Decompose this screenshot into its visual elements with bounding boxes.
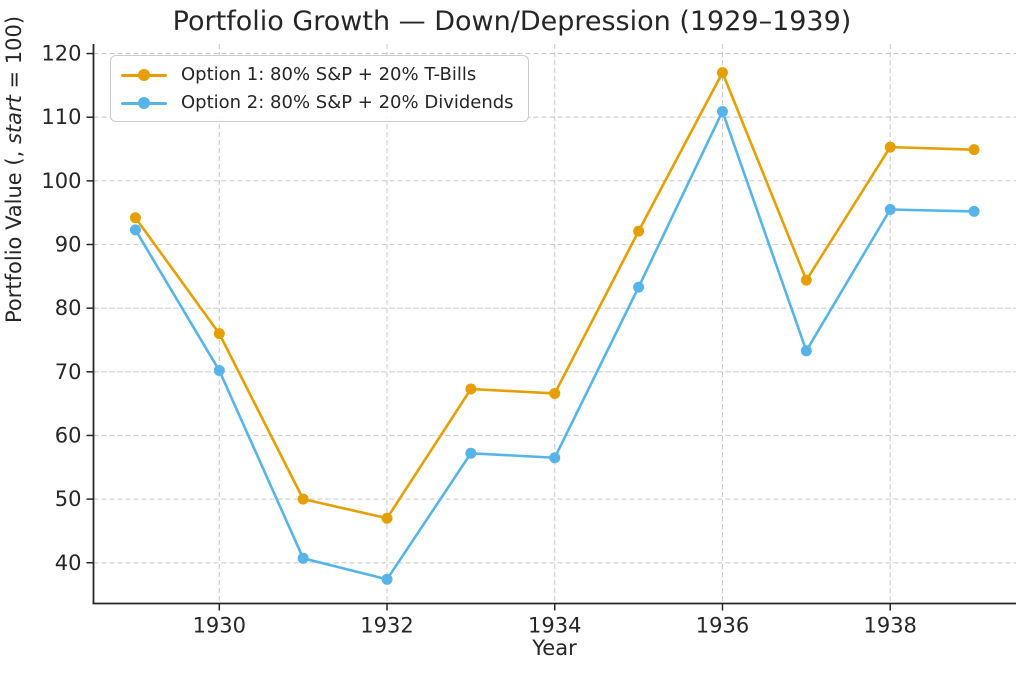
svg-text:90: 90 — [55, 233, 82, 257]
svg-text:110: 110 — [41, 105, 81, 129]
y-axis-label-prefix: Portfolio Value (, — [2, 144, 26, 323]
legend-label-option2: Option 2: 80% S&P + 20% Dividends — [181, 92, 514, 113]
svg-text:100: 100 — [41, 169, 81, 193]
svg-text:1930: 1930 — [193, 614, 246, 638]
svg-text:80: 80 — [55, 296, 82, 320]
legend: Option 1: 80% S&P + 20% T-Bills Option 2… — [110, 55, 529, 122]
legend-label-option1: Option 1: 80% S&P + 20% T-Bills — [181, 64, 477, 85]
y-axis-label-suffix: = 100) — [2, 15, 26, 96]
svg-text:50: 50 — [55, 487, 82, 511]
svg-text:120: 120 — [41, 42, 81, 66]
y-axis-label-italic: start — [2, 95, 26, 145]
svg-text:1934: 1934 — [528, 614, 581, 638]
svg-text:40: 40 — [55, 551, 82, 575]
svg-text:60: 60 — [55, 423, 82, 447]
legend-item-option1: Option 1: 80% S&P + 20% T-Bills — [121, 63, 514, 86]
line-dot-marker-icon — [121, 96, 167, 110]
chart-title: Portfolio Growth — Down/Depression (1929… — [172, 6, 852, 37]
line-dot-marker-icon — [121, 68, 167, 82]
svg-text:1932: 1932 — [360, 614, 413, 638]
legend-item-option2: Option 2: 80% S&P + 20% Dividends — [121, 91, 514, 114]
svg-text:1938: 1938 — [863, 614, 916, 638]
x-axis-label: Year — [532, 636, 577, 660]
svg-text:70: 70 — [55, 360, 82, 384]
svg-text:1936: 1936 — [696, 614, 749, 638]
